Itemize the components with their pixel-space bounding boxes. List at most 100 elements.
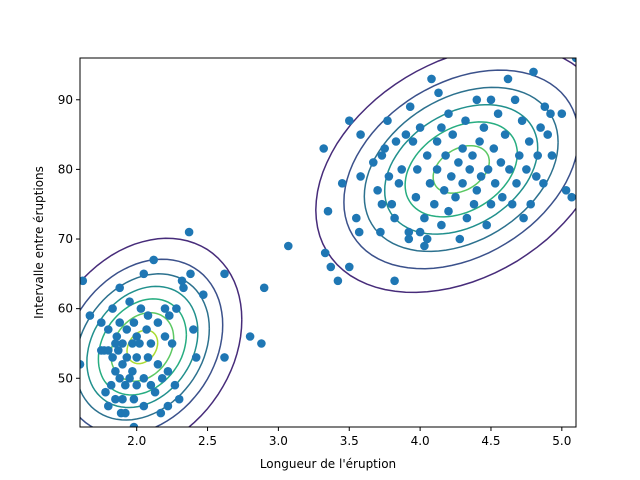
data-point <box>517 116 527 125</box>
data-point <box>475 137 484 146</box>
data-point <box>561 186 571 195</box>
data-point <box>111 339 120 348</box>
data-point <box>526 199 535 209</box>
data-point <box>482 220 492 230</box>
data-point <box>135 339 144 348</box>
data-point <box>167 339 177 348</box>
data-point <box>174 394 184 404</box>
data-point <box>391 137 401 146</box>
contour-line-1-1 <box>315 58 576 294</box>
data-point <box>377 199 387 209</box>
data-point <box>420 241 429 251</box>
data-point <box>427 74 436 84</box>
data-point <box>356 172 365 181</box>
data-point <box>390 276 399 286</box>
x-tick-label: 4.0 <box>411 434 430 448</box>
data-point <box>128 367 137 376</box>
data-point <box>142 325 151 334</box>
data-point <box>522 165 531 174</box>
data-point <box>128 339 137 348</box>
data-point <box>415 227 425 237</box>
data-point <box>284 241 293 251</box>
data-point <box>150 387 160 397</box>
data-point <box>451 192 460 202</box>
data-point <box>505 165 514 174</box>
data-point <box>153 318 163 327</box>
data-point <box>448 130 458 139</box>
data-point <box>454 158 463 167</box>
data-point <box>437 123 446 132</box>
y-tick-label: 60 <box>58 302 73 316</box>
data-point <box>115 283 124 293</box>
data-point <box>411 192 421 202</box>
data-point <box>149 255 158 265</box>
data-point <box>404 227 414 237</box>
x-axis-ticks: 2.0 2.5 3.0 3.5 4.0 4.5 5.0 <box>127 427 571 448</box>
data-point <box>369 158 378 167</box>
data-point <box>146 339 156 348</box>
data-point <box>132 353 141 362</box>
data-point <box>163 401 173 411</box>
data-point <box>345 262 354 272</box>
data-point <box>114 346 123 355</box>
data-point <box>422 151 432 160</box>
data-point <box>405 102 415 111</box>
x-axis-label: Longueur de l'éruption <box>260 457 396 471</box>
data-point <box>539 179 548 188</box>
data-point <box>413 165 422 174</box>
data-point <box>85 311 95 320</box>
x-tick-label: 3.0 <box>269 434 288 448</box>
data-point <box>320 248 330 258</box>
data-point <box>153 360 163 369</box>
data-point <box>557 109 567 118</box>
data-point <box>333 276 343 286</box>
data-point <box>111 394 120 404</box>
data-point <box>121 408 130 418</box>
data-point <box>139 374 149 383</box>
data-point <box>444 109 453 118</box>
data-point <box>139 401 149 411</box>
data-point <box>546 109 555 118</box>
data-point <box>323 206 333 216</box>
data-point <box>479 123 489 132</box>
data-point <box>118 360 127 369</box>
data-point <box>376 227 385 237</box>
data-point <box>486 199 496 209</box>
data-point <box>441 151 450 160</box>
x-tick-label: 3.5 <box>340 434 359 448</box>
contour-line-0-4 <box>86 285 199 409</box>
data-point <box>472 95 482 105</box>
data-point <box>125 374 134 383</box>
data-point <box>401 130 411 139</box>
data-point <box>132 380 141 390</box>
data-point <box>121 380 130 390</box>
data-point <box>172 304 181 313</box>
data-point <box>500 130 510 139</box>
data-point <box>490 179 500 188</box>
data-point <box>111 367 120 376</box>
data-point <box>257 339 266 348</box>
data-point <box>108 353 117 362</box>
data-point <box>259 283 269 293</box>
data-point <box>373 186 382 195</box>
data-point <box>377 151 387 160</box>
data-point <box>510 95 520 105</box>
data-point <box>496 158 506 167</box>
y-axis-ticks: 50 60 70 80 90 <box>58 93 80 385</box>
data-point <box>540 102 550 111</box>
data-point <box>458 179 467 188</box>
y-tick-label: 80 <box>58 162 73 176</box>
data-point <box>455 234 465 244</box>
data-point <box>432 165 442 174</box>
data-point <box>486 95 496 105</box>
data-point <box>384 172 394 181</box>
data-point <box>532 172 541 181</box>
data-point <box>220 353 229 362</box>
data-point <box>112 332 122 341</box>
data-point <box>420 213 429 223</box>
data-point <box>186 269 195 279</box>
data-point <box>404 234 414 244</box>
data-point <box>489 144 499 153</box>
data-point <box>160 304 170 313</box>
data-point <box>146 380 156 390</box>
